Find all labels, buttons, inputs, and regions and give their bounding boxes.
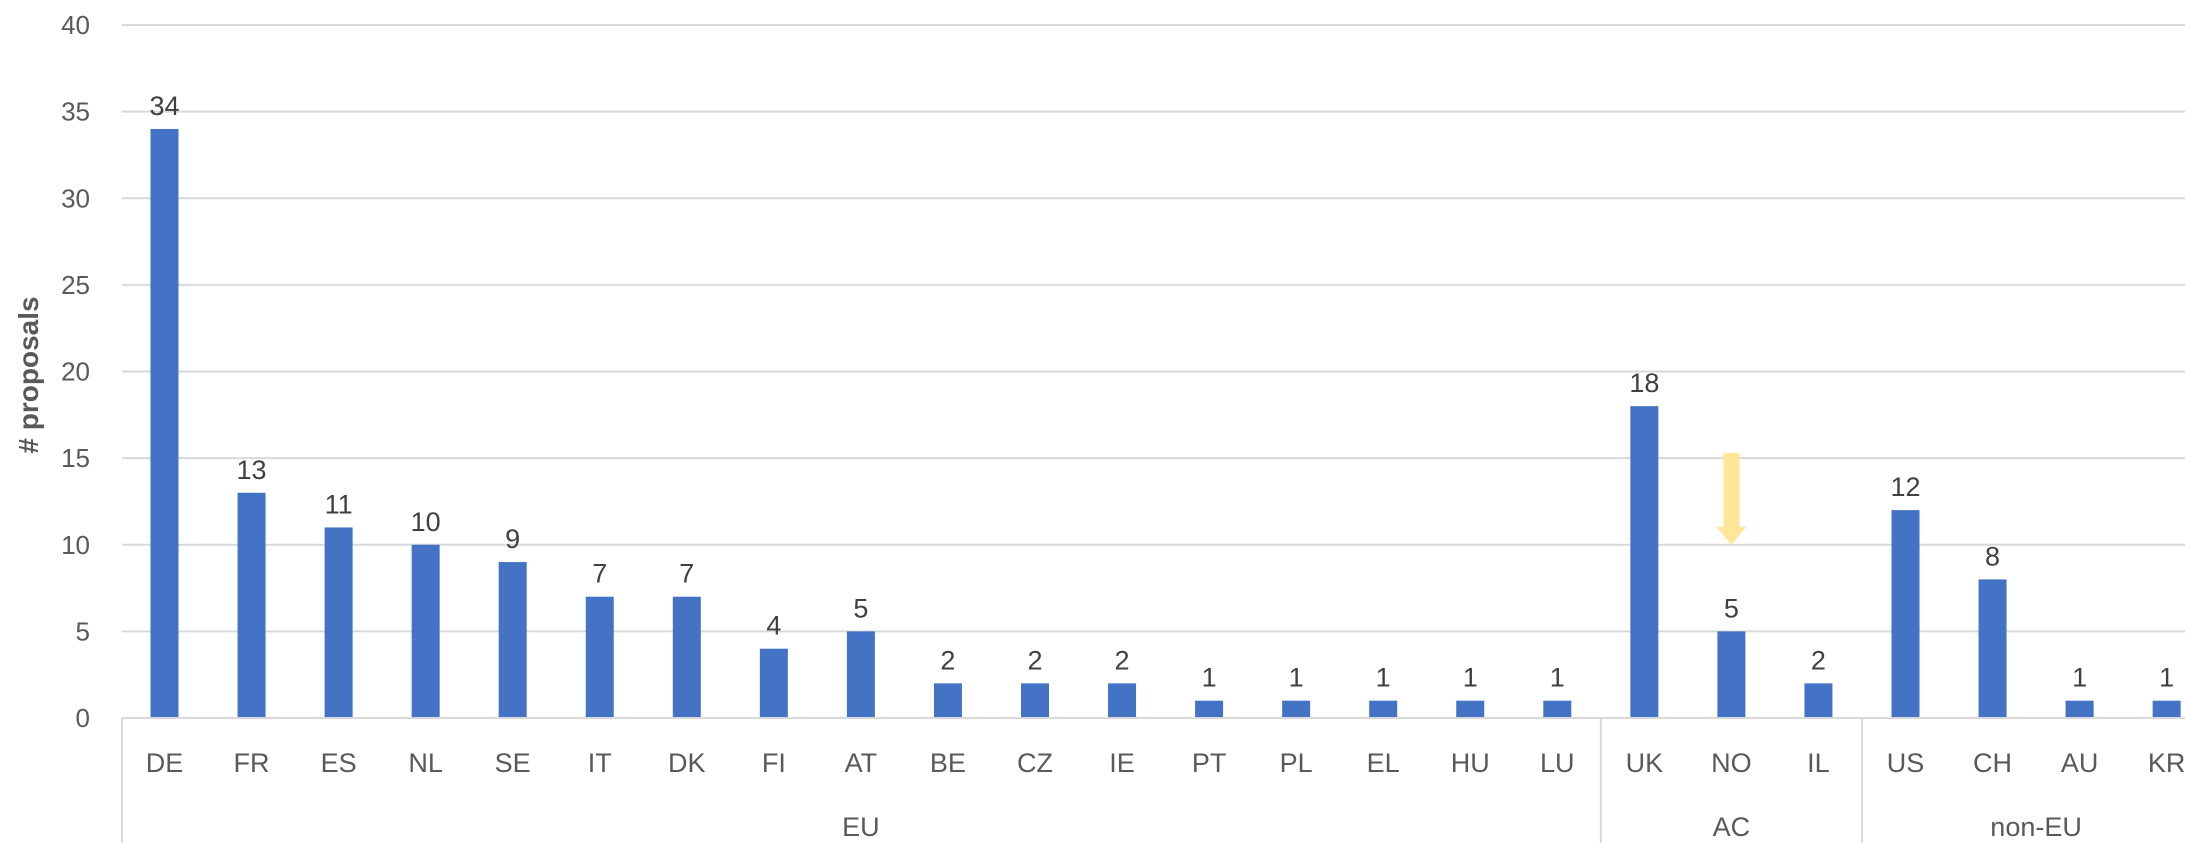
data-label-fr: 13	[237, 455, 267, 485]
y-tick-label: 15	[61, 443, 90, 473]
annotation-arrow	[1716, 452, 1747, 545]
bar-it	[585, 596, 614, 718]
group-label-non-eu: non-EU	[1990, 812, 2082, 842]
y-tick-label: 25	[61, 270, 90, 300]
bar-hu	[1456, 700, 1485, 718]
bar-fr	[237, 492, 266, 718]
x-tick-label: FR	[234, 748, 270, 778]
bar-no	[1717, 631, 1746, 718]
bar-be	[933, 683, 962, 718]
x-tick-label: BE	[930, 748, 966, 778]
x-tick-label: AU	[2061, 748, 2099, 778]
data-label-fi: 4	[766, 611, 781, 641]
bar-nl	[411, 544, 440, 718]
data-label-es: 11	[325, 489, 353, 519]
gridlines	[122, 24, 2185, 633]
x-tick-label: HU	[1451, 748, 1490, 778]
x-tick-label: LU	[1540, 748, 1575, 778]
bar-se	[498, 562, 527, 718]
x-tick-label: PT	[1192, 748, 1227, 778]
y-axis-tick-labels: 0 5 10 15 20 25 30 35 40	[61, 10, 90, 733]
data-label-it: 7	[592, 559, 607, 589]
data-label-ch: 8	[1985, 541, 2000, 571]
x-tick-label: NL	[408, 748, 443, 778]
bar-cz	[1021, 683, 1049, 718]
data-label-pt: 1	[1202, 663, 1217, 693]
data-label-dk: 7	[679, 559, 694, 589]
x-tick-label: EL	[1367, 748, 1400, 778]
data-label-ie: 2	[1115, 645, 1130, 675]
x-tick-label: PL	[1280, 748, 1313, 778]
y-tick-label: 5	[76, 616, 90, 646]
y-axis-label: # proposals	[13, 296, 44, 453]
bar-ch	[1978, 579, 2007, 718]
bar-el	[1369, 700, 1398, 718]
data-label-au: 1	[2072, 663, 2087, 693]
x-tick-label: DK	[668, 748, 706, 778]
annotation	[1716, 452, 1747, 545]
data-label-nl: 10	[411, 507, 441, 537]
data-label-us: 12	[1890, 472, 1920, 502]
bar-fi	[759, 648, 788, 718]
group-label-eu: EU	[842, 812, 880, 842]
bar-pl	[1282, 700, 1311, 718]
x-tick-label: NO	[1711, 748, 1752, 778]
data-label-de: 34	[149, 91, 179, 121]
data-label-pl: 1	[1289, 663, 1304, 693]
x-axis: DE FR ES NL SE IT DK FI AT BE CZ IE PT PL EL HU LU UK NO IL…	[121, 717, 2185, 843]
data-label-el: 1	[1376, 663, 1391, 693]
data-label-lu: 1	[1550, 663, 1565, 693]
x-tick-label: UK	[1626, 748, 1664, 778]
x-tick-label: SE	[495, 748, 531, 778]
bar-il	[1804, 683, 1833, 718]
bar-lu	[1543, 700, 1572, 718]
bar-au	[2065, 700, 2094, 718]
y-tick-label: 35	[61, 97, 90, 127]
bar-de	[150, 128, 179, 718]
x-tick-label: CH	[1973, 748, 2012, 778]
y-tick-label: 10	[61, 530, 90, 560]
data-label-uk: 18	[1629, 368, 1659, 398]
bar-kr	[2152, 700, 2181, 718]
x-tick-label: IT	[588, 748, 612, 778]
y-tick-label: 20	[61, 357, 90, 387]
bar-es	[324, 527, 353, 718]
data-label-kr: 1	[2159, 663, 2174, 693]
bar-pt	[1195, 700, 1224, 718]
data-label-se: 9	[505, 524, 520, 554]
x-tick-label: AT	[845, 748, 878, 778]
x-tick-label: FI	[762, 748, 786, 778]
group-label-ac: AC	[1713, 812, 1751, 842]
data-label-il: 2	[1811, 645, 1826, 675]
data-label-at: 5	[853, 593, 868, 623]
x-tick-label: US	[1887, 748, 1925, 778]
data-label-no: 5	[1724, 593, 1739, 623]
bar-ie	[1108, 683, 1137, 718]
bar-at	[846, 631, 875, 718]
bar-uk	[1630, 406, 1659, 718]
bar-us	[1891, 510, 1920, 718]
x-tick-label: ES	[321, 748, 357, 778]
y-tick-label: 30	[61, 183, 90, 213]
bars	[150, 128, 2181, 718]
bar-dk	[672, 596, 701, 718]
y-tick-label: 40	[61, 10, 90, 40]
data-label-cz: 2	[1027, 645, 1042, 675]
data-label-be: 2	[940, 645, 955, 675]
y-tick-label: 0	[76, 703, 90, 733]
x-tick-label: DE	[146, 748, 184, 778]
x-tick-label: CZ	[1017, 748, 1053, 778]
x-tick-label: IL	[1807, 748, 1830, 778]
data-label-hu: 1	[1463, 663, 1478, 693]
x-tick-label: IE	[1109, 748, 1135, 778]
x-tick-label: KR	[2148, 748, 2185, 778]
